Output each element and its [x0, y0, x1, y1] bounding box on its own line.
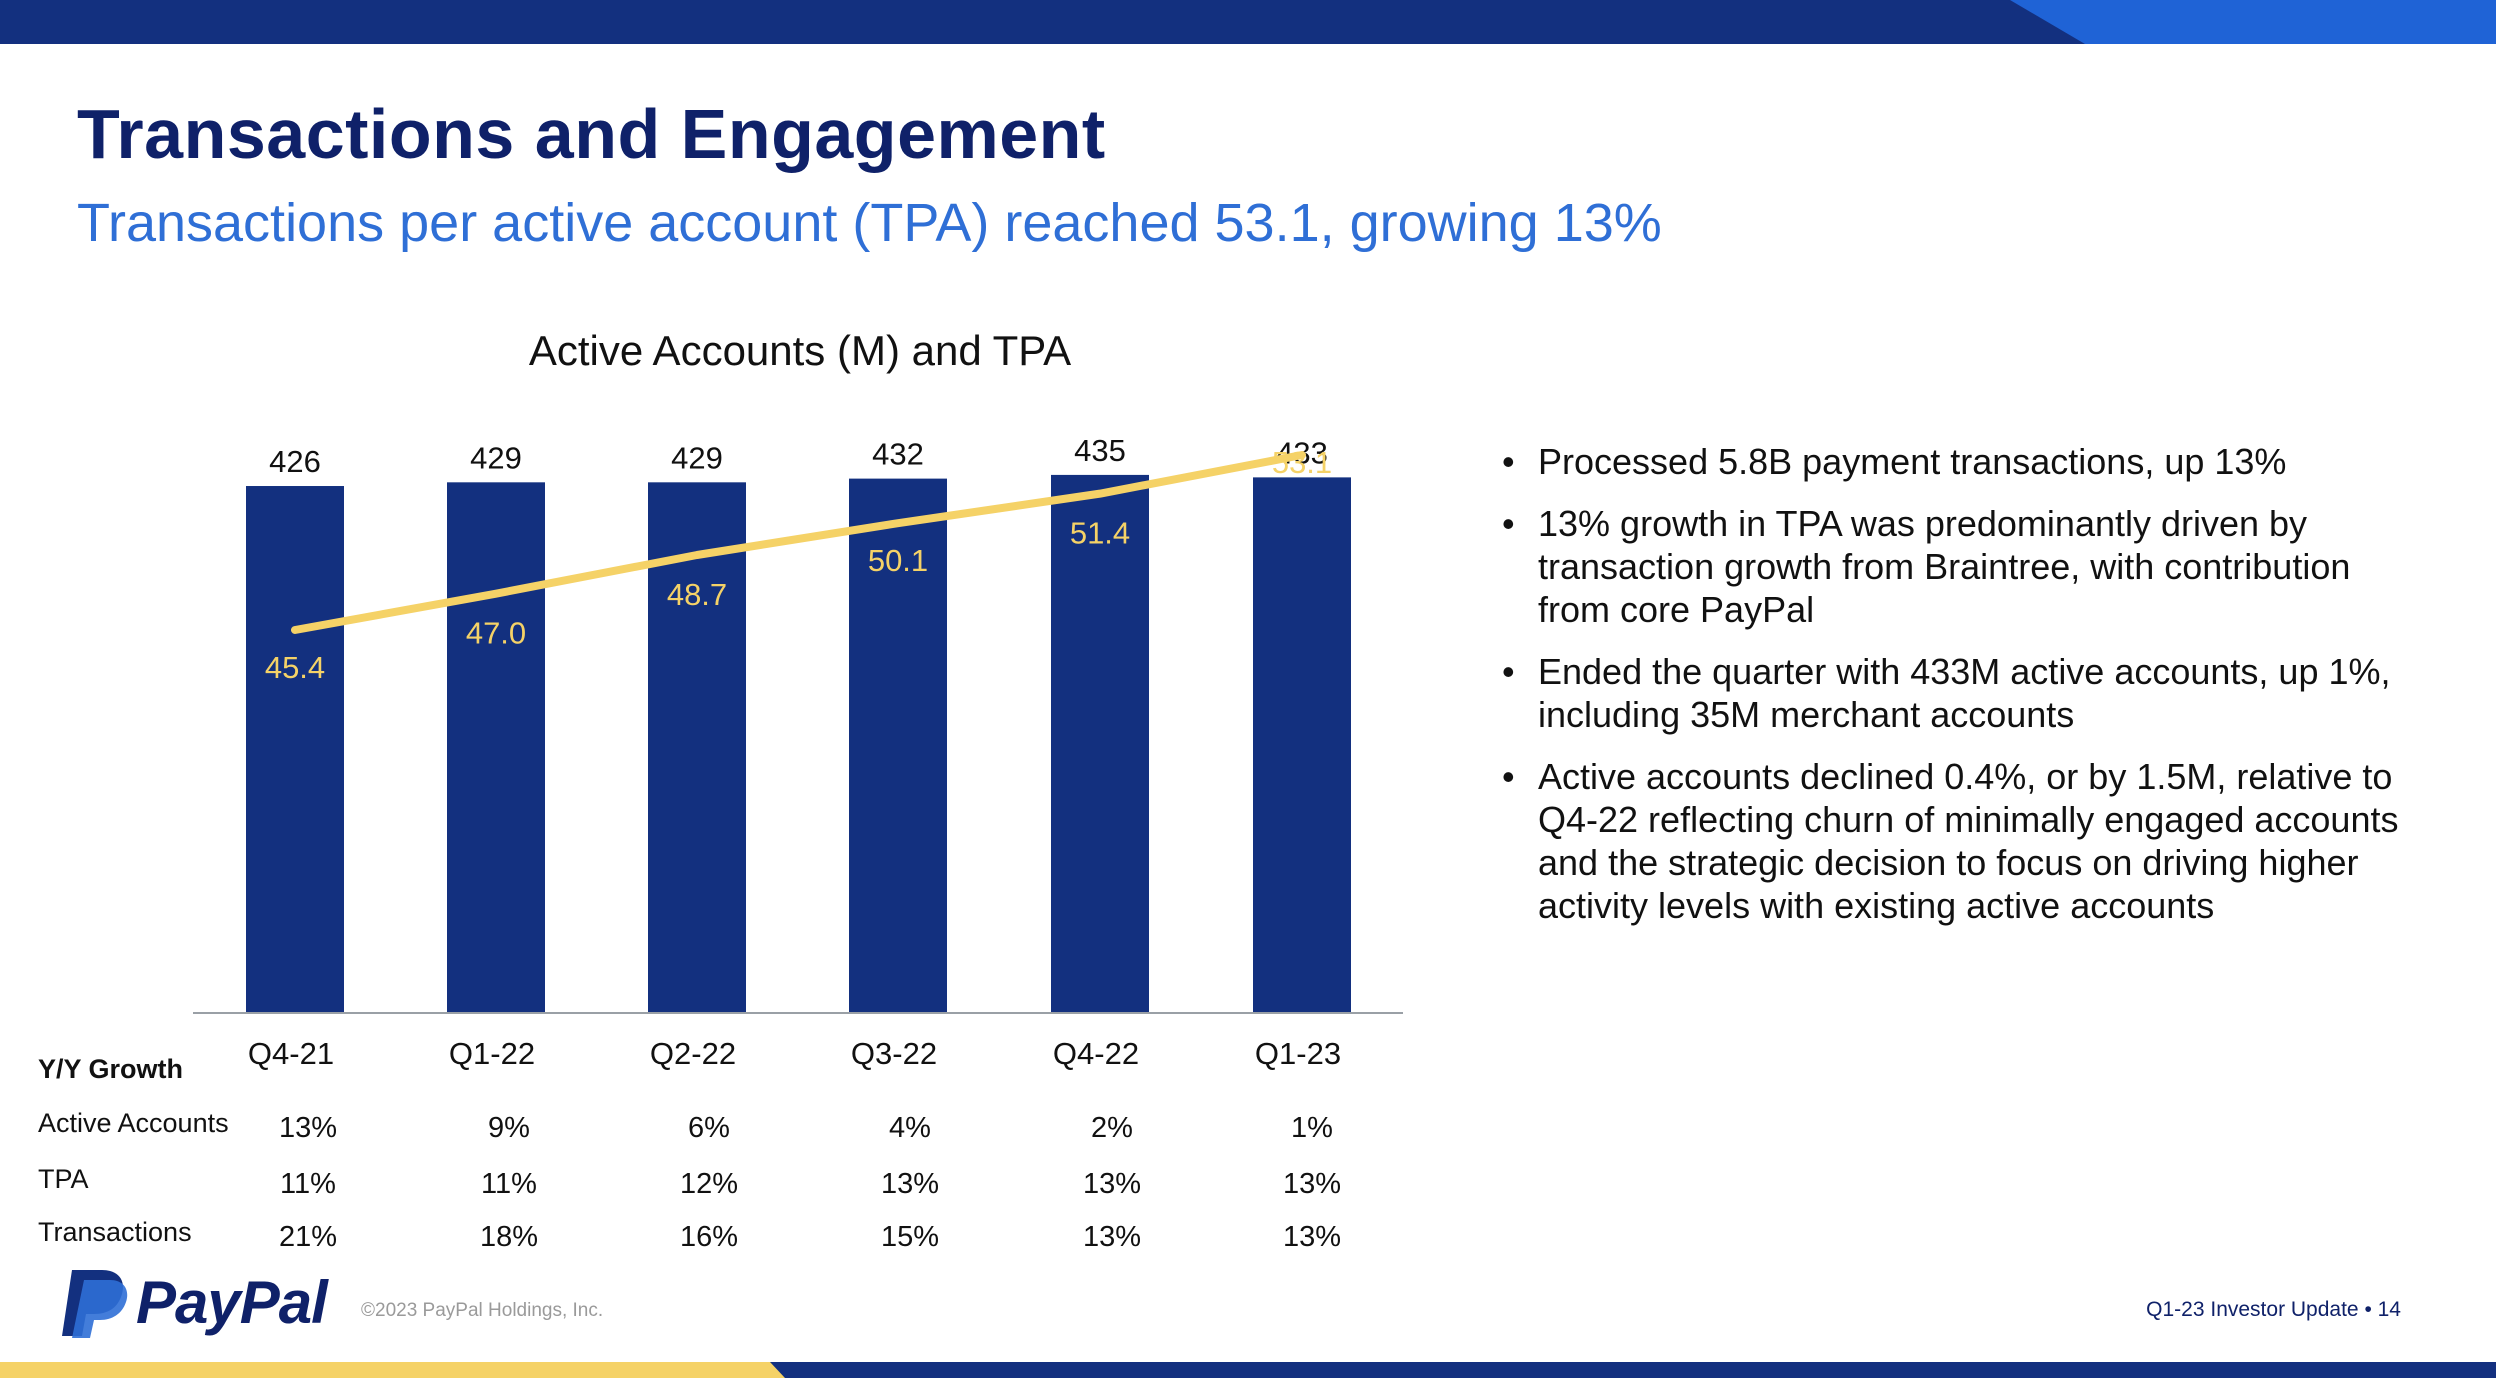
- growth-cell: 16%: [679, 1221, 739, 1253]
- bar-data-label: 429: [671, 440, 723, 475]
- growth-cell: 11%: [481, 1168, 537, 1200]
- page-subtitle: Transactions per active account (TPA) re…: [77, 193, 1662, 253]
- tpa-line: [291, 451, 1306, 634]
- growth-cell: 13%: [1282, 1168, 1342, 1200]
- x-tick-label: Q4-22: [1053, 1036, 1139, 1071]
- highlight-text: Active accounts declined 0.4%, or by 1.5…: [1538, 756, 2399, 926]
- highlights-list: • Processed 5.8B payment transactions, up…: [1502, 440, 2402, 946]
- bullet-marker: •: [1502, 651, 1515, 692]
- highlight-item: • 13% growth in TPA was predominantly dri…: [1502, 502, 2402, 631]
- bullet-marker: •: [1502, 441, 1515, 482]
- tpa-data-label: 45.4: [265, 650, 325, 685]
- growth-cell: 11%: [280, 1168, 336, 1200]
- yoy-growth-heading: Y/Y Growth: [38, 1054, 184, 1084]
- bullet-marker: •: [1502, 503, 1515, 544]
- active-accounts-tpa-chart: Active Accounts (M) and TPA 426 429 429 432 4…: [193, 327, 1403, 1071]
- growth-cell: 13%: [278, 1112, 338, 1144]
- top-banner-blue-accent: [2010, 0, 2496, 44]
- growth-cell: 13%: [880, 1168, 940, 1200]
- paypal-wordmark: PayPal: [136, 1269, 328, 1336]
- tpa-data-label: 51.4: [1070, 516, 1130, 551]
- chart-title: Active Accounts (M) and TPA: [529, 327, 1071, 374]
- bottom-banner: [0, 1362, 2496, 1378]
- bar-active-accounts: [246, 486, 344, 1012]
- x-tick-label: Q1-22: [449, 1036, 535, 1071]
- x-tick-label: Q1-23: [1255, 1036, 1341, 1071]
- tpa-data-label: 53.1: [1272, 445, 1332, 480]
- growth-cell: 18%: [479, 1221, 539, 1253]
- copyright-text: ©2023 PayPal Holdings, Inc.: [361, 1300, 604, 1321]
- bar-data-label: 432: [872, 437, 924, 472]
- bar-active-accounts: [1051, 474, 1149, 1012]
- bar-active-accounts: [648, 482, 746, 1012]
- growth-cell: 15%: [880, 1221, 940, 1253]
- bar-active-accounts: [849, 478, 947, 1012]
- growth-cell: 1%: [1291, 1112, 1333, 1144]
- highlight-text: Ended the quarter with 433M active accou…: [1538, 651, 2391, 735]
- bar-data-label: 435: [1074, 433, 1126, 468]
- document-label: Q1-23 Investor Update • 14: [2146, 1298, 2401, 1321]
- growth-row-label: TPA: [38, 1164, 89, 1194]
- x-tick-label: Q3-22: [851, 1036, 937, 1071]
- highlight-item: • Ended the quarter with 433M active acco…: [1502, 650, 2402, 736]
- growth-row-label: Active Accounts: [38, 1108, 229, 1138]
- growth-cell: 13%: [1082, 1221, 1142, 1253]
- x-tick-label: Q4-21: [248, 1036, 334, 1071]
- highlight-text: Processed 5.8B payment transactions, up …: [1538, 441, 2287, 482]
- growth-cell: 13%: [1082, 1168, 1142, 1200]
- bottom-banner-yellow: [0, 1362, 785, 1378]
- bullet-marker: •: [1502, 756, 1515, 797]
- paypal-logo-icon: [62, 1270, 128, 1338]
- page-title: Transactions and Engagement: [77, 95, 1106, 173]
- growth-row-label: Transactions: [38, 1217, 192, 1247]
- x-tick-label: Q2-22: [650, 1036, 736, 1071]
- bar-active-accounts: [447, 482, 545, 1012]
- highlight-text: 13% growth in TPA was predominantly driv…: [1538, 503, 2351, 630]
- bar-data-label: 429: [470, 440, 522, 475]
- growth-cell: 9%: [488, 1112, 530, 1144]
- growth-cell: 4%: [889, 1112, 931, 1144]
- highlight-item: • Active accounts declined 0.4%, or by 1.…: [1502, 755, 2402, 927]
- growth-cell: 13%: [1282, 1221, 1342, 1253]
- growth-cell: 6%: [688, 1112, 730, 1144]
- growth-cell: 2%: [1091, 1112, 1133, 1144]
- bar-data-label: 426: [269, 444, 321, 479]
- tpa-data-label: 48.7: [667, 577, 727, 612]
- growth-cell: 12%: [679, 1168, 739, 1200]
- growth-cell: 21%: [278, 1221, 338, 1253]
- highlight-item: • Processed 5.8B payment transactions, up…: [1502, 440, 2402, 483]
- tpa-data-label: 47.0: [466, 616, 526, 651]
- top-banner: [0, 0, 2496, 44]
- tpa-data-label: 50.1: [868, 543, 928, 578]
- bar-active-accounts: [1253, 477, 1351, 1012]
